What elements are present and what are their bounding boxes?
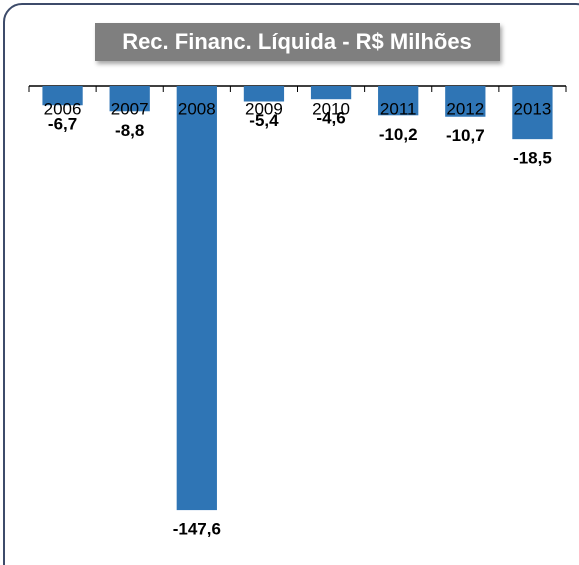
- data-label: -147,6: [173, 520, 221, 539]
- x-tick-label: 2012: [446, 99, 484, 118]
- bar: [243, 86, 285, 102]
- data-label: -18,5: [513, 149, 552, 168]
- data-label: -10,7: [446, 126, 485, 145]
- chart-title: Rec. Financ. Líquida - R$ Milhões: [122, 29, 472, 54]
- bar: [310, 86, 352, 100]
- bar: [378, 86, 419, 116]
- data-label: -6,7: [48, 115, 77, 134]
- bar: [512, 86, 553, 140]
- data-label: -10,2: [379, 125, 418, 144]
- x-tick-label: 2013: [514, 99, 552, 118]
- bar: [176, 86, 217, 511]
- x-tick-label: 2011: [380, 99, 417, 118]
- x-tick-label: 2008: [178, 99, 216, 118]
- frame: [3, 3, 579, 565]
- bar: [445, 86, 486, 117]
- data-label: -5,4: [249, 111, 279, 130]
- x-tick-label: 2007: [111, 99, 149, 118]
- title-box: [95, 23, 500, 61]
- bar: [42, 86, 83, 106]
- x-tick-label: 2010: [312, 99, 350, 118]
- data-label: -8,8: [115, 121, 144, 140]
- data-label: -4,6: [316, 109, 345, 128]
- x-tick-label: 2006: [44, 99, 82, 118]
- bar: [109, 86, 150, 112]
- x-tick-label: 2009: [245, 99, 283, 118]
